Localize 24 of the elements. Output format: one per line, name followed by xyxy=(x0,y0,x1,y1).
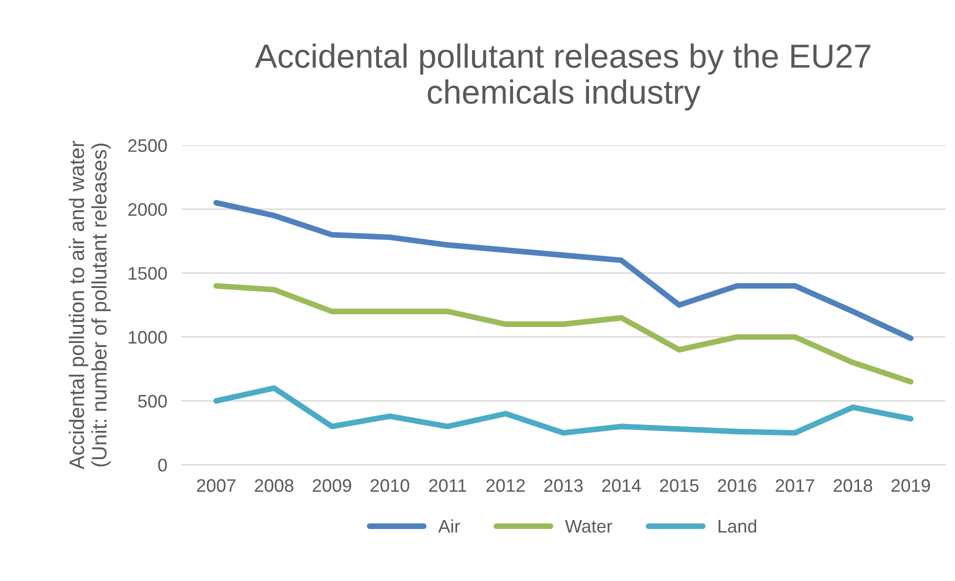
x-tick-label: 2016 xyxy=(718,479,756,492)
y-tick-label: 0 xyxy=(158,458,167,472)
x-tick-label: 2019 xyxy=(892,479,930,492)
x-tick-label: 2008 xyxy=(254,479,294,492)
legend-label: Air xyxy=(438,519,460,532)
chart-title: Accidental pollutant releases by the EU27 chemicals industry xyxy=(255,44,870,110)
x-tick-label: 2011 xyxy=(429,479,466,492)
y-tick-label: 2500 xyxy=(128,139,167,152)
x-tick-label: 2010 xyxy=(370,479,410,492)
y-tick-label: 2000 xyxy=(128,203,167,216)
y-axis-title: Accidental pollution to air and water (Unit: number of pollutant releases) xyxy=(68,140,111,470)
y-tick-label: 1500 xyxy=(128,267,167,280)
x-tick-label: 2012 xyxy=(486,479,525,492)
x-tick-label: 2014 xyxy=(602,479,641,492)
legend-label: Land xyxy=(718,519,756,533)
x-tick-label: 2017 xyxy=(776,479,814,492)
x-tick-label: 2009 xyxy=(312,479,352,492)
y-tick-label: 1000 xyxy=(128,330,167,344)
x-tick-label: 2013 xyxy=(544,479,583,492)
y-tick-label: 500 xyxy=(138,394,167,408)
x-tick-label: 2015 xyxy=(660,479,699,492)
x-tick-label: 2018 xyxy=(834,479,872,492)
x-tick-label: 2007 xyxy=(197,479,236,492)
legend-label: Water xyxy=(565,520,612,533)
